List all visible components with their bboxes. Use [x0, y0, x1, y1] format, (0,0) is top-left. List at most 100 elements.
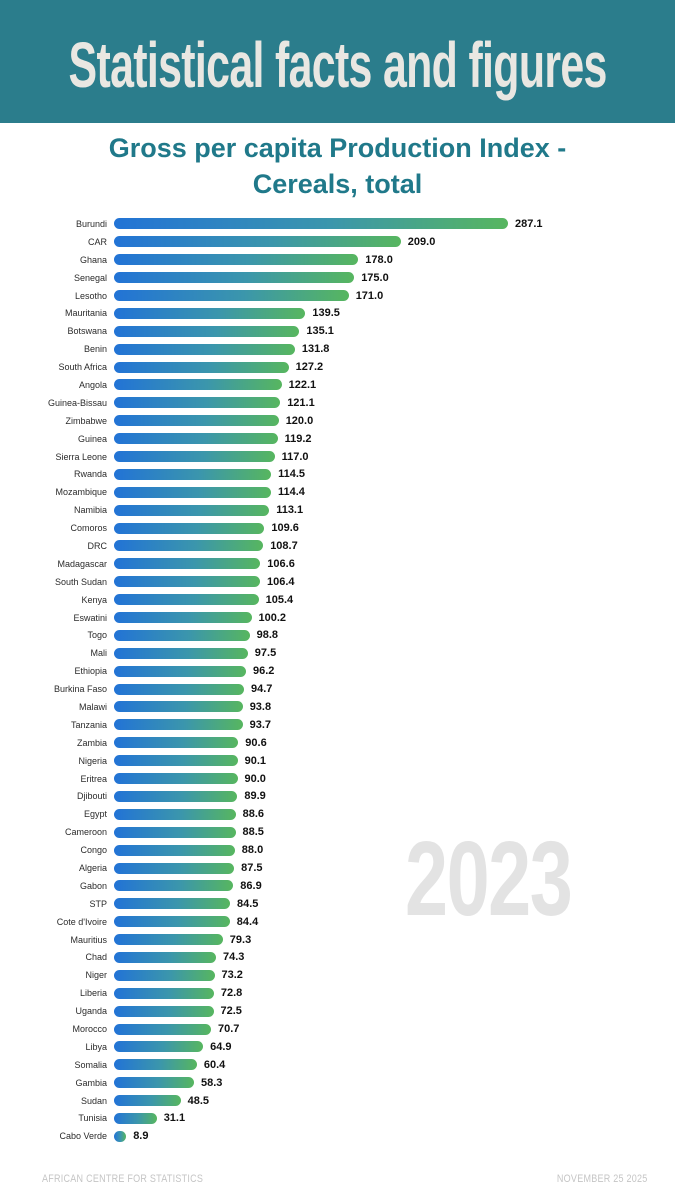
- country-label: Cabo Verde: [59, 1131, 107, 1142]
- bar: [114, 343, 295, 355]
- value-label: 97.5: [254, 647, 277, 660]
- bar: [114, 629, 250, 641]
- bar: [114, 1112, 157, 1124]
- value-label: 79.3: [229, 933, 252, 946]
- bar: [114, 916, 230, 928]
- value-label: 90.6: [245, 736, 267, 749]
- value-label: 171.0: [355, 289, 384, 302]
- country-label: Guinea-Bissau: [47, 397, 107, 408]
- value-label: 122.1: [288, 378, 317, 391]
- bar: [114, 558, 261, 570]
- country-label: Madagascar: [57, 558, 107, 569]
- bar: [114, 737, 239, 749]
- bar: [114, 1130, 127, 1142]
- value-label: 84.4: [236, 915, 259, 928]
- bar: [114, 647, 248, 659]
- chart-row: DRC 108.7: [0, 537, 675, 555]
- chart-row: Madagascar 106.6: [0, 555, 675, 573]
- bar: [114, 880, 234, 892]
- bar: [114, 844, 235, 856]
- country-label: Eritrea: [80, 773, 107, 784]
- chart-row: Malawi 93.8: [0, 698, 675, 716]
- value-label: 209.0: [407, 235, 436, 248]
- country-label: Cote d'Ivoire: [56, 916, 107, 927]
- bar: [114, 719, 243, 731]
- bar: [114, 987, 214, 999]
- country-label: Ghana: [79, 254, 107, 265]
- country-label: Somalia: [74, 1059, 107, 1070]
- value-label: 96.2: [253, 665, 275, 678]
- bar: [114, 290, 349, 301]
- value-label: 58.3: [201, 1076, 223, 1089]
- chart-row: Zimbabwe 120.0: [0, 412, 675, 430]
- country-label: Morocco: [72, 1024, 107, 1035]
- value-label: 88.0: [241, 844, 264, 857]
- country-label: Zimbabwe: [65, 415, 107, 426]
- chart-row: Mauritania 139.5: [0, 304, 675, 322]
- chart-row: Eswatini 100.2: [0, 609, 675, 627]
- country-label: Tanzania: [70, 719, 107, 730]
- bar: [114, 1077, 194, 1089]
- country-label: Sierra Leone: [55, 451, 107, 462]
- bar: [114, 1041, 204, 1053]
- value-label: 89.9: [244, 790, 266, 803]
- country-label: Algeria: [78, 863, 107, 873]
- country-label: Mali: [90, 648, 107, 659]
- country-label: Angola: [78, 379, 107, 390]
- country-label: Malawi: [78, 701, 107, 712]
- footer-date: NOVEMBER 25 2025: [557, 1173, 648, 1185]
- country-label: Namibia: [73, 505, 107, 516]
- bar: [114, 701, 243, 713]
- bar: [114, 612, 252, 624]
- country-label: Uganda: [75, 1006, 107, 1017]
- chart-row: Mali 97.5: [0, 644, 675, 662]
- chart-row: Tanzania 93.7: [0, 716, 675, 734]
- chart-row: Cabo Verde 8.9: [0, 1127, 675, 1145]
- chart-row: Nigeria 90.1: [0, 752, 675, 770]
- country-label: Zambia: [76, 737, 107, 748]
- bar: [114, 379, 282, 391]
- value-label: 114.5: [278, 468, 306, 481]
- chart-row: Lesotho 171.0: [0, 287, 675, 305]
- country-label: Tunisia: [78, 1113, 107, 1124]
- chart-row: Zambia 90.6: [0, 734, 675, 752]
- chart-row: Botswana 135.1: [0, 322, 675, 340]
- header-banner: Statistical facts and figures: [0, 0, 675, 123]
- value-label: 127.2: [295, 361, 324, 374]
- country-label: Niger: [85, 970, 107, 981]
- bar: [114, 1005, 214, 1017]
- chart-row: Mozambique 114.4: [0, 483, 675, 501]
- chart-row: Namibia 113.1: [0, 501, 675, 519]
- value-label: 86.9: [240, 879, 262, 892]
- country-label: Rwanda: [73, 469, 107, 480]
- country-label: Mauritania: [64, 308, 107, 319]
- value-label: 120.0: [285, 414, 314, 427]
- country-label: Chad: [85, 952, 107, 963]
- country-label: CAR: [87, 236, 107, 247]
- bar: [114, 218, 508, 230]
- bar: [114, 415, 279, 427]
- chart-row: Comoros 109.6: [0, 519, 675, 537]
- chart-row: Angola 122.1: [0, 376, 675, 394]
- value-label: 121.1: [287, 396, 315, 409]
- bar: [114, 325, 300, 337]
- value-label: 106.4: [267, 575, 295, 588]
- chart-row: Morocco 70.7: [0, 1020, 675, 1038]
- value-label: 31.1: [163, 1112, 186, 1125]
- country-label: Burkina Faso: [53, 684, 107, 695]
- chart-row: Guinea 119.2: [0, 430, 675, 448]
- bar: [114, 522, 265, 534]
- value-label: 178.0: [365, 253, 393, 266]
- bar: [114, 683, 244, 695]
- value-label: 88.5: [242, 826, 264, 839]
- bar: [114, 486, 271, 498]
- chart-title-line2: Cereals, total: [252, 169, 423, 199]
- chart-row: Sudan 48.5: [0, 1092, 675, 1110]
- footer-source: AFRICAN CENTRE FOR STATISTICS: [42, 1173, 204, 1185]
- chart-title-line1: Gross per capita Production Index -: [108, 133, 567, 163]
- chart-row: Cameroon 88.5: [0, 823, 675, 841]
- country-label: Lesotho: [74, 290, 107, 301]
- bar: [114, 576, 260, 588]
- bar: [114, 934, 223, 946]
- chart-row: Eritrea 90.0: [0, 770, 675, 788]
